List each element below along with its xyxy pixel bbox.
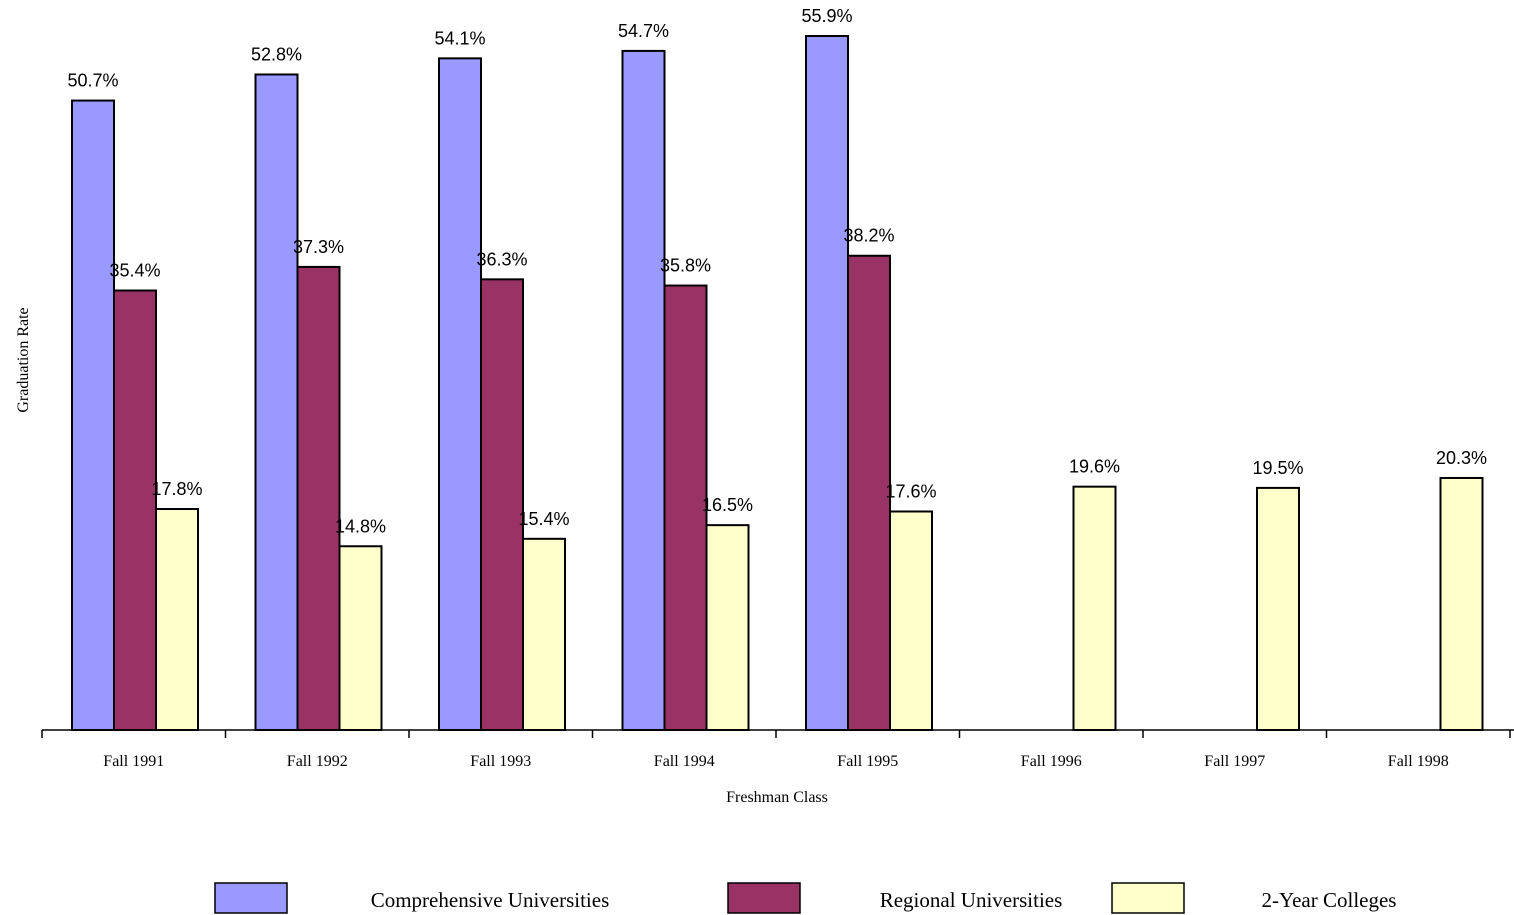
- bar-comprehensive-universities-fall-1991: [71, 99, 115, 732]
- data-label: 14.8%: [335, 516, 386, 536]
- data-label: 38.2%: [843, 226, 894, 246]
- bar-2-year-colleges-fall-1997: [1256, 486, 1300, 732]
- bar-regional-universities-fall-1992: [296, 265, 341, 731]
- bar-comprehensive-universities-fall-1994: [621, 49, 666, 731]
- bar-regional-universities-fall-1994: [663, 284, 708, 731]
- x-tick-label: Fall 1996: [1021, 753, 1082, 770]
- data-label: 20.3%: [1436, 448, 1487, 468]
- bar-2-year-colleges-fall-1995: [889, 510, 933, 732]
- legend-swatch: [1111, 882, 1185, 914]
- bars-layer: [71, 35, 1484, 732]
- legend-label: Regional Universities: [880, 888, 1063, 912]
- legend-label: Comprehensive Universities: [371, 888, 610, 912]
- data-labels-layer: 50.7% 35.4% 17.8% 52.8% 37.3% 14.8% 54.1% 36.3%…: [67, 6, 1487, 536]
- x-tick-label: Fall 1992: [287, 753, 348, 770]
- data-label: 36.3%: [476, 249, 527, 269]
- data-label: 19.6%: [1069, 457, 1120, 477]
- data-label: 17.8%: [151, 479, 202, 499]
- data-label: 16.5%: [702, 495, 753, 515]
- legend-swatch: [727, 882, 801, 914]
- data-label: 55.9%: [801, 6, 852, 26]
- data-label: 54.7%: [618, 21, 669, 41]
- data-label: 54.1%: [434, 28, 485, 48]
- bar-2-year-colleges-fall-1994: [705, 524, 750, 732]
- bar-regional-universities-fall-1995: [847, 254, 891, 732]
- bar-2-year-colleges-fall-1992: [338, 545, 383, 731]
- data-label: 37.3%: [293, 237, 344, 257]
- legend: Comprehensive Universities Regional Unive…: [214, 882, 1397, 914]
- legend-swatch: [214, 882, 288, 914]
- data-label: 19.5%: [1252, 458, 1303, 478]
- legend-label: 2-Year Colleges: [1262, 888, 1397, 912]
- bar-comprehensive-universities-fall-1995: [805, 35, 849, 731]
- bar-regional-universities-fall-1991: [113, 289, 157, 731]
- bar-regional-universities-fall-1993: [480, 278, 524, 731]
- data-label: 35.8%: [660, 256, 711, 276]
- data-label: 50.7%: [67, 71, 118, 91]
- x-axis-title: Freshman Class: [726, 789, 828, 806]
- bar-2-year-colleges-fall-1993: [522, 537, 566, 731]
- x-tick-label: Fall 1991: [103, 753, 164, 770]
- data-label: 52.8%: [251, 44, 302, 64]
- data-label: 35.4%: [109, 261, 160, 281]
- data-label: 15.4%: [518, 509, 569, 529]
- x-axis: Fall 1991 Fall 1992 Fall 1993 Fall 1994 Fall…: [41, 729, 1514, 770]
- x-tick-label: Fall 1997: [1204, 753, 1265, 770]
- bar-comprehensive-universities-fall-1992: [254, 73, 299, 731]
- data-label: 17.6%: [885, 481, 936, 501]
- bar-2-year-colleges-fall-1998: [1439, 476, 1484, 731]
- y-axis-title: Graduation Rate: [15, 307, 32, 412]
- bar-comprehensive-universities-fall-1993: [438, 57, 482, 731]
- x-tick-label: Fall 1995: [837, 753, 898, 770]
- x-tick-label: Fall 1998: [1388, 753, 1449, 770]
- x-tick-label: Fall 1993: [470, 753, 531, 770]
- x-tick-label: Fall 1994: [654, 753, 715, 770]
- bar-2-year-colleges-fall-1991: [155, 508, 199, 731]
- bar-2-year-colleges-fall-1996: [1072, 485, 1117, 731]
